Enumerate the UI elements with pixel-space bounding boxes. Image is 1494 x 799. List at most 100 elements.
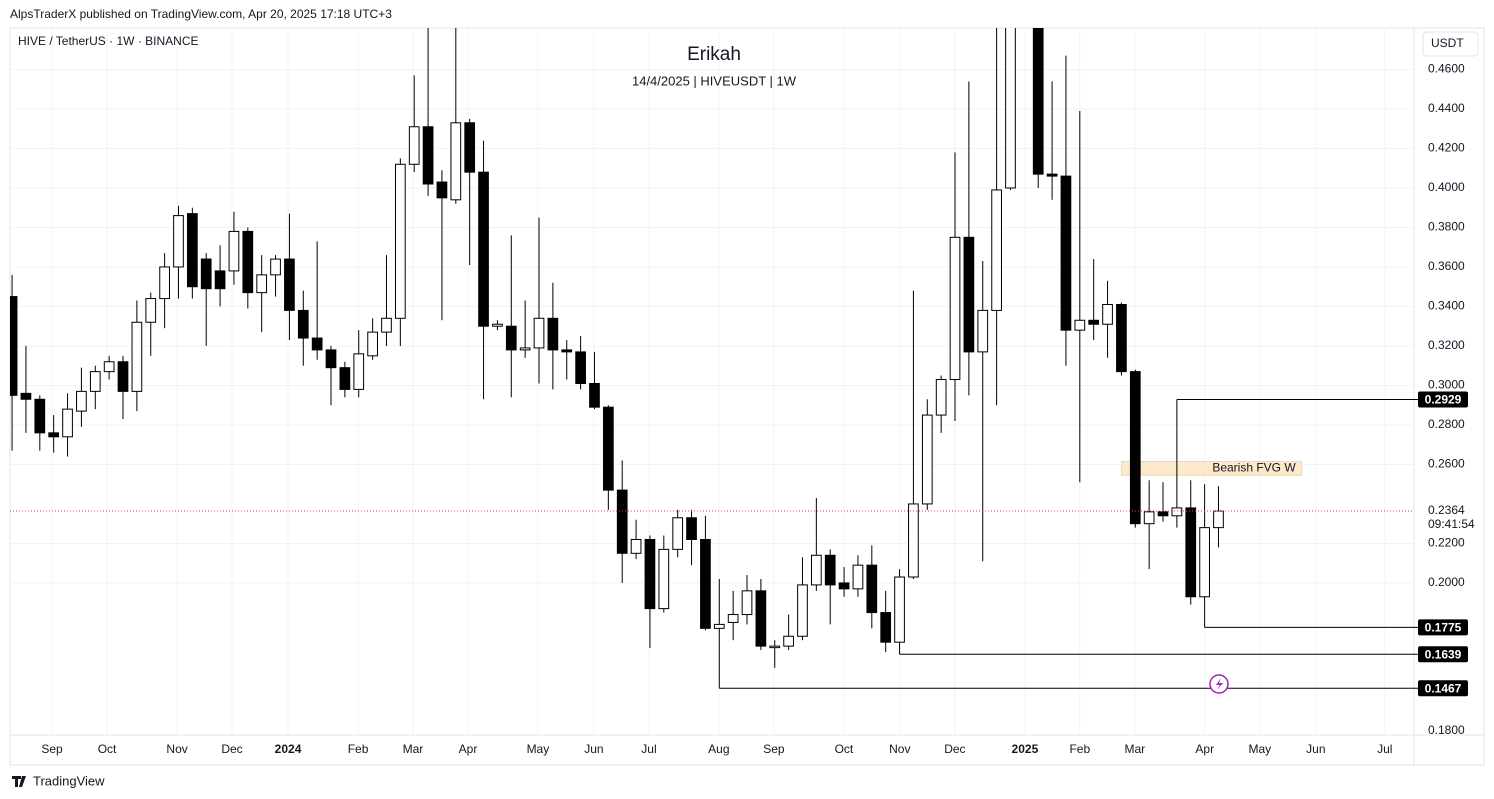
candle-body	[866, 564, 878, 614]
x-tick-label: Jun	[1306, 742, 1325, 756]
candle-body	[117, 361, 129, 392]
y-tick-label: 0.3000	[1428, 378, 1465, 392]
level-label: 0.1467	[1425, 681, 1462, 695]
x-tick-label: May	[1248, 742, 1271, 756]
candle-body	[991, 189, 1002, 311]
candle-body	[256, 274, 268, 294]
candle-body	[977, 309, 989, 353]
candle-body	[367, 331, 378, 357]
candle-body	[1143, 511, 1155, 525]
x-tick-label: Sep	[41, 742, 63, 756]
level-label: 0.2929	[1425, 393, 1462, 407]
candle-body	[1005, 28, 1016, 189]
y-tick-label: 0.4600	[1428, 62, 1465, 76]
y-tick-label: 0.4200	[1428, 141, 1465, 155]
x-tick-label: Oct	[98, 742, 117, 756]
currency-box[interactable]	[1422, 31, 1479, 57]
candle-body	[492, 323, 503, 327]
candle-body	[575, 351, 586, 384]
candle-body	[713, 623, 725, 629]
candle-body	[769, 645, 781, 649]
x-tick-label: Mar	[1125, 742, 1146, 756]
candle-body	[505, 325, 517, 351]
y-tick-label: 0.2600	[1428, 457, 1465, 471]
candle-body	[214, 270, 226, 290]
candle-body	[921, 414, 933, 505]
x-tick-label: Feb	[348, 742, 369, 756]
y-tick-label: 0.2800	[1428, 417, 1465, 431]
candle-body	[1102, 303, 1113, 325]
y-tick-label: 0.4000	[1428, 180, 1465, 194]
x-tick-label: Sep	[763, 742, 785, 756]
candle-body	[1019, 0, 1029, 10]
x-tick-label: Apr	[1195, 742, 1214, 756]
y-tick-label: 0.4400	[1428, 101, 1465, 115]
candle-body	[880, 612, 892, 643]
x-tick-label: 2024	[275, 742, 302, 756]
candle-body	[436, 181, 448, 199]
y-tick-label: 0.3600	[1428, 259, 1465, 273]
candle-body	[908, 503, 919, 578]
candle-body	[797, 584, 808, 637]
candle-body	[89, 371, 101, 392]
x-tick-label: Mar	[403, 742, 424, 756]
currency: USDT	[1431, 36, 1464, 50]
candle-body	[1157, 511, 1169, 517]
candle-body	[242, 230, 254, 294]
candle-body	[1199, 527, 1210, 598]
candle-body	[1185, 507, 1197, 598]
candle-body	[48, 432, 60, 438]
x-tick-label: Apr	[459, 742, 478, 756]
chart-title: Erikah	[687, 44, 741, 65]
fvg-zone	[1120, 460, 1303, 476]
x-tick-label: Nov	[166, 742, 187, 756]
candle-body	[727, 614, 739, 623]
candle-body	[783, 635, 794, 647]
x-tick-label: Jul	[1377, 742, 1392, 756]
candle-body	[173, 215, 184, 268]
countdown: 09:41:54	[1428, 517, 1475, 531]
candle-body	[672, 517, 684, 550]
candle-body	[741, 590, 753, 616]
candle-body	[824, 554, 836, 586]
candle-body	[1046, 173, 1058, 177]
y-tick-label: 0.2000	[1428, 575, 1465, 589]
x-tick-label: Nov	[889, 742, 910, 756]
candle-body	[1171, 507, 1183, 517]
x-tick-label: May	[527, 742, 550, 756]
candle-body	[311, 337, 323, 351]
candle-body	[62, 408, 73, 438]
candle-body	[1129, 371, 1141, 525]
x-tick-label: Jul	[641, 742, 656, 756]
candle-body	[1074, 319, 1086, 331]
tv-logo	[12, 776, 26, 787]
candle-body	[810, 554, 822, 586]
candle-body	[630, 538, 642, 554]
candle-body	[838, 582, 850, 590]
candle-body	[1032, 28, 1044, 175]
candle-body	[658, 548, 670, 610]
candle-body	[339, 367, 351, 390]
level-label-box	[1418, 646, 1468, 663]
candle-body	[297, 309, 309, 339]
x-tick-label: Oct	[835, 742, 854, 756]
alert-bolt	[1216, 678, 1223, 690]
price-axis-bottom-label: 0.1800	[1428, 723, 1465, 737]
candle-body	[963, 236, 975, 353]
level-label-box	[1418, 619, 1468, 636]
candle-body	[616, 489, 628, 554]
x-tick-label: Jun	[584, 742, 603, 756]
candle-body	[284, 258, 295, 311]
y-tick-label: 0.3200	[1428, 338, 1465, 352]
candle-body	[200, 258, 212, 290]
candle-body	[686, 517, 697, 540]
candle-body	[1213, 510, 1224, 529]
level-label-box	[1418, 391, 1468, 408]
symbol: HIVE / TetherUS · 1W · BINANCE	[18, 34, 199, 48]
candle-body	[270, 258, 281, 276]
candle-body	[935, 379, 947, 416]
candle-body	[10, 296, 18, 396]
candle-body	[145, 298, 157, 323]
